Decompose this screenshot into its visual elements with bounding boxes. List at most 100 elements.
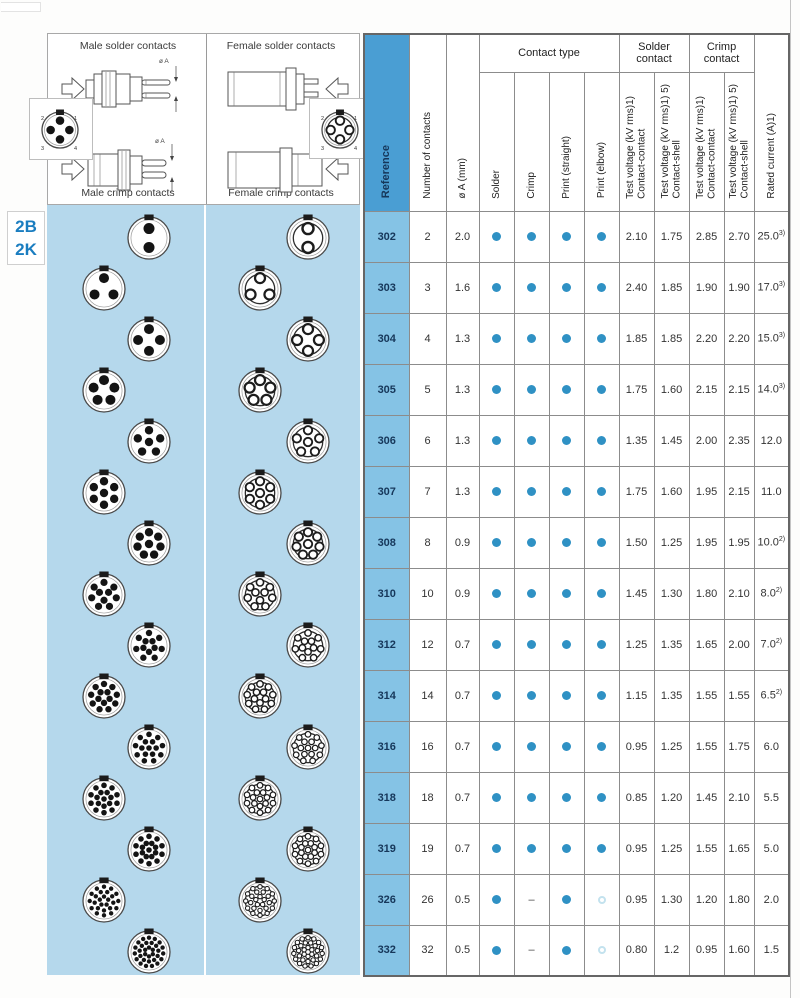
- reference-cell: 306: [363, 414, 410, 467]
- series-code-2b: 2B: [15, 217, 37, 236]
- availability-dot: [562, 538, 571, 548]
- test-voltage-cell: 0.95: [618, 822, 655, 875]
- availability-cell: –: [513, 924, 550, 977]
- header-rated-current: Rated current (A)1): [753, 33, 790, 212]
- header-number-of-contacts: Number of contacts: [408, 33, 447, 212]
- diameter-cell: 1.6: [445, 261, 480, 314]
- diameter-cell: 0.7: [445, 618, 480, 671]
- availability-cell: [583, 363, 620, 416]
- contacts-cell: 32: [408, 924, 447, 977]
- female-solder-diagram: [227, 67, 349, 111]
- availability-cell: [583, 414, 620, 467]
- availability-cell: [478, 924, 515, 977]
- header-contact-type-group: Contact type: [478, 33, 620, 73]
- table-row: 318 18 0.7 0.85 1.20 1.45 2.10 5.5: [363, 771, 790, 824]
- availability-cell: [583, 567, 620, 620]
- test-voltage-cell: 2.40: [618, 261, 655, 314]
- availability-dot: [492, 385, 501, 395]
- availability-cell: [478, 771, 515, 824]
- availability-dot: [527, 232, 536, 242]
- test-voltage-cell: 1.60: [653, 465, 690, 518]
- connector-faces: [82, 214, 330, 974]
- female-crimp-label: Female crimp contacts: [228, 187, 334, 199]
- availability-cell: [548, 924, 585, 977]
- availability-cell: [513, 669, 550, 722]
- test-voltage-cell: 1.85: [653, 261, 690, 314]
- contacts-cell: 14: [408, 669, 447, 722]
- svg-text:2: 2: [41, 116, 44, 122]
- availability-dot: [527, 742, 536, 752]
- availability-open-dot: [597, 895, 606, 904]
- availability-cell: [583, 720, 620, 773]
- header-print-elbow: Print (elbow): [583, 71, 620, 212]
- female-crimp-diagram: [227, 147, 349, 193]
- availability-cell: [548, 414, 585, 467]
- availability-cell: [548, 567, 585, 620]
- availability-dot: [492, 589, 501, 599]
- availability-dot: [527, 487, 536, 497]
- availability-cell: [478, 822, 515, 875]
- availability-dot: [562, 945, 571, 955]
- availability-cell: –: [513, 873, 550, 926]
- availability-dot: [597, 640, 606, 650]
- test-voltage-cell: 2.85: [688, 210, 725, 263]
- test-voltage-cell: 1.75: [618, 363, 655, 416]
- availability-dot: [562, 589, 571, 599]
- availability-cell: [548, 363, 585, 416]
- test-voltage-cell: 2.15: [723, 465, 755, 518]
- rated-current-cell: 2.0: [753, 873, 790, 926]
- table-row: 332 32 0.5 – 0.80 1.2 0.95 1.60 1.5: [363, 924, 790, 977]
- header-solder: Solder: [478, 71, 515, 212]
- availability-dot: [527, 436, 536, 446]
- test-voltage-cell: 1.20: [688, 873, 725, 926]
- svg-text:3: 3: [41, 146, 44, 152]
- female-face-view: 1 2 3 4: [321, 109, 359, 152]
- availability-cell: [478, 873, 515, 926]
- svg-text:1: 1: [354, 116, 357, 122]
- availability-cell: [583, 210, 620, 263]
- availability-dot: [527, 691, 536, 701]
- availability-cell: [478, 210, 515, 263]
- reference-cell: 326: [363, 873, 410, 926]
- test-voltage-cell: 1.20: [653, 771, 690, 824]
- availability-dot: [527, 844, 536, 854]
- table-body: 302 2 2.0 2.10 1.75 2.85 2.70 25.03) 303 3 1.6 2.40…: [363, 210, 790, 977]
- availability-cell: [548, 771, 585, 824]
- availability-dot: [527, 538, 536, 548]
- availability-cell: [513, 567, 550, 620]
- test-voltage-cell: 0.95: [618, 873, 655, 926]
- test-voltage-cell: 1.80: [688, 567, 725, 620]
- rated-current-cell: 7.02): [753, 618, 790, 671]
- availability-cell: [478, 567, 515, 620]
- availability-cell: [513, 312, 550, 365]
- test-voltage-cell: 0.95: [618, 720, 655, 773]
- availability-dot: [562, 487, 571, 497]
- contacts-cell: 7: [408, 465, 447, 518]
- availability-dot: [562, 640, 571, 650]
- reference-cell: 319: [363, 822, 410, 875]
- test-voltage-cell: 2.20: [688, 312, 725, 365]
- contacts-cell: 26: [408, 873, 447, 926]
- reference-cell: 303: [363, 261, 410, 314]
- availability-dot: [492, 334, 501, 344]
- availability-cell: [583, 669, 620, 722]
- diameter-cell: 0.7: [445, 669, 480, 722]
- availability-cell: [513, 822, 550, 875]
- test-voltage-cell: 1.60: [653, 363, 690, 416]
- table-row: 326 26 0.5 – 0.95 1.30 1.20 1.80 2.0: [363, 873, 790, 926]
- availability-cell: [513, 618, 550, 671]
- availability-cell: [548, 516, 585, 569]
- test-voltage-cell: 2.10: [723, 567, 755, 620]
- availability-cell: [478, 720, 515, 773]
- dim-label-crimp: ø A: [155, 138, 165, 145]
- test-voltage-cell: 1.60: [723, 924, 755, 977]
- availability-cell: [513, 516, 550, 569]
- contact-diagrams-box: Male solder contacts Female solder conta…: [29, 33, 364, 205]
- panel-divider: [204, 205, 206, 975]
- test-voltage-cell: 1.65: [723, 822, 755, 875]
- availability-dot: [492, 742, 501, 752]
- contacts-cell: 12: [408, 618, 447, 671]
- availability-cell: [478, 261, 515, 314]
- availability-cell: [478, 363, 515, 416]
